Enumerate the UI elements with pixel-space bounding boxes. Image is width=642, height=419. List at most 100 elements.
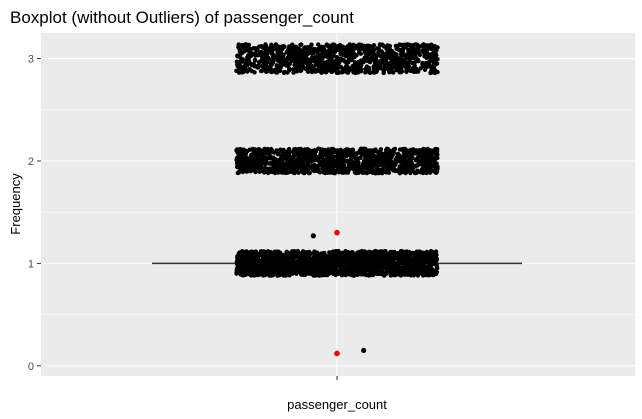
jitter-point bbox=[412, 151, 417, 156]
jitter-point bbox=[327, 59, 333, 64]
jitter-point bbox=[389, 261, 394, 266]
jitter-point bbox=[334, 270, 340, 275]
jitter-point bbox=[425, 149, 431, 154]
jitter-point bbox=[253, 155, 258, 160]
jitter-point bbox=[245, 149, 250, 154]
jitter-point bbox=[300, 48, 305, 54]
mean-point bbox=[334, 229, 340, 236]
jitter-point bbox=[316, 168, 321, 174]
jitter-point bbox=[292, 254, 297, 259]
jitter-point bbox=[400, 58, 405, 64]
jitter-point bbox=[421, 269, 426, 274]
jitter-point bbox=[423, 154, 429, 159]
jitter-point bbox=[338, 147, 343, 152]
jitter-point bbox=[349, 57, 354, 63]
jitter-point bbox=[380, 162, 385, 167]
jitter-point bbox=[309, 51, 314, 56]
jitter-point bbox=[251, 51, 256, 57]
jitter-point bbox=[275, 255, 281, 261]
jitter-point bbox=[403, 258, 408, 264]
jitter-point bbox=[239, 168, 245, 173]
jitter-point bbox=[433, 257, 438, 262]
jitter-point bbox=[371, 148, 376, 154]
jitter-point bbox=[317, 273, 323, 278]
jitter-point bbox=[395, 168, 401, 174]
jitter-point bbox=[420, 48, 425, 53]
jitter-point bbox=[342, 148, 347, 153]
jitter-point bbox=[433, 146, 438, 152]
jitter-point bbox=[433, 151, 439, 157]
jitter-point bbox=[310, 163, 316, 168]
jitter-point bbox=[349, 261, 354, 267]
jitter-point bbox=[264, 69, 270, 74]
jitter-point bbox=[237, 47, 242, 52]
jitter-point bbox=[391, 70, 396, 75]
jitter-point bbox=[285, 254, 291, 259]
jitter-point bbox=[364, 165, 369, 171]
jitter-point bbox=[280, 256, 285, 262]
jitter-point bbox=[256, 257, 261, 262]
jitter-point bbox=[359, 152, 364, 157]
jitter-point bbox=[390, 251, 396, 256]
jitter-point bbox=[292, 153, 297, 158]
jitter-point bbox=[319, 52, 324, 57]
jitter-point bbox=[388, 52, 393, 57]
jitter-point bbox=[249, 249, 255, 254]
jitter-point bbox=[402, 146, 407, 152]
jitter-point bbox=[367, 157, 373, 162]
jitter-point bbox=[258, 270, 263, 275]
jitter-point bbox=[342, 45, 347, 50]
jitter-point bbox=[416, 149, 422, 154]
jitter-point bbox=[272, 249, 277, 254]
jitter-point bbox=[400, 166, 406, 171]
jitter-point bbox=[349, 165, 355, 170]
jitter-point bbox=[434, 161, 439, 166]
jitter-point bbox=[348, 257, 354, 262]
jitter-point bbox=[347, 53, 353, 58]
jitter-point bbox=[260, 54, 265, 60]
jitter-point bbox=[287, 260, 292, 265]
jitter-point bbox=[239, 67, 245, 72]
jitter-point bbox=[237, 61, 242, 67]
jitter-point bbox=[429, 151, 435, 156]
jitter-point bbox=[276, 49, 281, 54]
jitter-point bbox=[271, 158, 276, 164]
jitter-point bbox=[363, 157, 369, 162]
jitter-point bbox=[256, 164, 261, 170]
jitter-point bbox=[336, 61, 341, 66]
jitter-point bbox=[327, 51, 333, 56]
jitter-point bbox=[387, 70, 392, 75]
jitter-point bbox=[361, 170, 366, 175]
jitter-point bbox=[263, 264, 268, 270]
jitter-point bbox=[429, 157, 434, 163]
jitter-point bbox=[362, 161, 367, 167]
jitter-point bbox=[368, 267, 373, 273]
jitter-point bbox=[427, 63, 432, 68]
jitter-point bbox=[319, 259, 324, 265]
jitter-point bbox=[317, 45, 322, 51]
jitter-point bbox=[416, 58, 421, 64]
jitter-point bbox=[278, 268, 283, 274]
jitter-point bbox=[367, 70, 373, 76]
jitter-point bbox=[335, 68, 340, 74]
jitter-point bbox=[314, 252, 319, 258]
jitter-point bbox=[242, 264, 247, 270]
jitter-point bbox=[254, 271, 259, 277]
jitter-point bbox=[381, 69, 386, 75]
jitter-point bbox=[407, 48, 413, 53]
jitter-point bbox=[251, 253, 257, 258]
jitter-point bbox=[372, 248, 378, 254]
jitter-point bbox=[422, 250, 427, 256]
jitter-point bbox=[286, 52, 291, 57]
jitter-point bbox=[384, 51, 390, 56]
jitter-point bbox=[327, 170, 333, 175]
jitter-point bbox=[263, 161, 268, 167]
jitter-point bbox=[345, 70, 351, 75]
jitter-point bbox=[267, 250, 273, 256]
y-tick-label: 0 bbox=[28, 361, 34, 373]
jitter-point bbox=[426, 260, 431, 265]
jitter-point bbox=[332, 161, 337, 166]
jitter-point bbox=[336, 47, 341, 53]
jitter-point bbox=[314, 69, 319, 74]
